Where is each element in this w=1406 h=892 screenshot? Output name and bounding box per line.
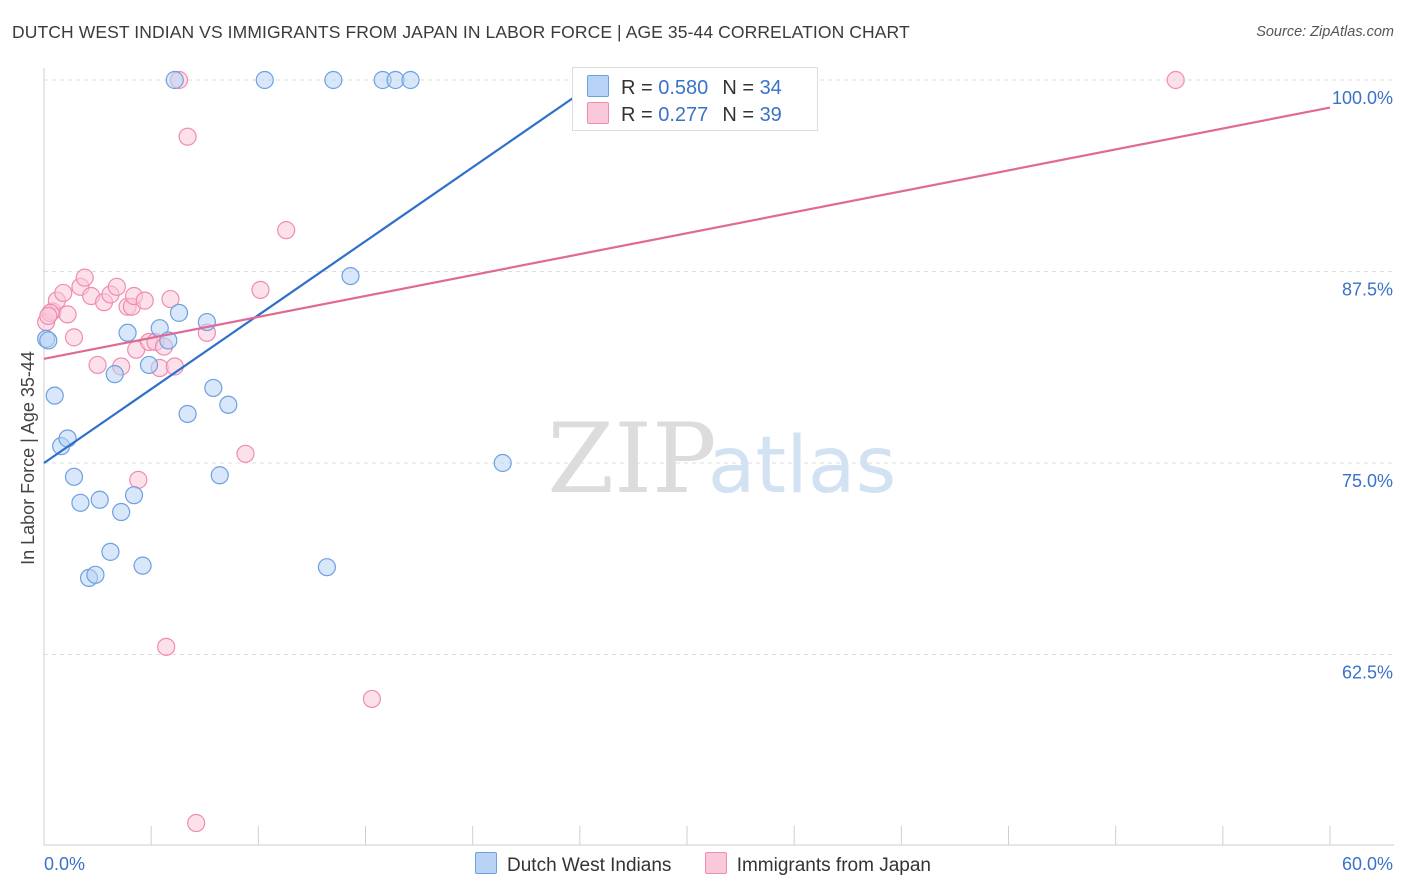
dutch-point <box>39 331 58 350</box>
watermark-zip: ZIP <box>547 403 716 515</box>
japan-point <box>277 221 296 240</box>
stats-row-dutch: R = 0.580 N = 34 <box>587 75 782 99</box>
y-tick-label: 75.0% <box>1342 471 1393 491</box>
dutch-trendline <box>43 79 600 464</box>
japan-point <box>75 268 94 287</box>
japan-point <box>107 277 126 296</box>
legend-item-japan[interactable]: Immigrants from Japan <box>704 852 931 877</box>
dutch-point <box>133 556 152 575</box>
legend-swatch-dutch <box>587 75 609 97</box>
dutch-point <box>71 493 90 512</box>
legend-swatch-japan <box>587 102 609 124</box>
dutch-point <box>401 70 420 90</box>
dutch-point <box>101 542 120 561</box>
japan-point <box>88 355 107 375</box>
x-tick-labels: 0.0% 60.0% <box>44 854 1393 874</box>
dutch-point <box>45 386 64 405</box>
dutch-point <box>204 378 223 398</box>
dutch-point <box>317 558 337 577</box>
y-tick-labels: 100.0% 87.5% 75.0% 62.5% <box>1332 88 1393 683</box>
stats-legend: R = 0.580 N = 34 R = 0.277 N = 39 <box>572 67 818 131</box>
dutch-point <box>105 365 124 384</box>
dutch-point <box>90 490 109 509</box>
r-value-japan: 0.277 <box>658 104 709 126</box>
dutch-point <box>324 70 343 90</box>
japan-point <box>178 127 197 146</box>
dutch-point <box>118 323 137 342</box>
japan-point <box>236 444 255 463</box>
r-label: R = <box>621 104 653 126</box>
y-tick-label: 87.5% <box>1342 280 1393 300</box>
r-label: R = <box>621 77 653 99</box>
japan-point <box>161 289 180 309</box>
dutch-point <box>165 70 184 90</box>
dutch-point <box>255 70 274 90</box>
japan-point <box>64 328 84 347</box>
legend-item-dutch[interactable]: Dutch West Indians <box>475 852 671 877</box>
legend-swatch-dutch <box>475 852 497 874</box>
japan-point <box>157 637 176 656</box>
y-tick-label: 100.0% <box>1332 88 1393 108</box>
dutch-point <box>112 502 131 522</box>
grid-lines <box>44 79 1394 655</box>
dutch-point <box>341 266 360 286</box>
japan-point <box>187 813 206 833</box>
trend-lines <box>43 79 1331 464</box>
r-value-dutch: 0.580 <box>658 77 709 99</box>
chart-title: DUTCH WEST INDIAN VS IMMIGRANTS FROM JAP… <box>12 22 910 42</box>
dutch-point <box>210 466 229 485</box>
japan-point <box>54 283 73 303</box>
n-value-japan: 39 <box>759 104 782 126</box>
dutch-point <box>86 565 105 584</box>
x-tick-label-left: 0.0% <box>44 854 85 874</box>
axes <box>43 68 1394 846</box>
japan-point <box>58 305 77 324</box>
japan-point <box>362 689 382 709</box>
japan-point <box>135 291 154 310</box>
dutch-point <box>58 429 77 448</box>
y-axis-label: In Labor Force | Age 35-44 <box>18 351 38 565</box>
n-label: N = <box>722 77 754 99</box>
japan-trendline <box>43 106 1331 360</box>
dutch-point <box>64 467 84 486</box>
y-tick-label: 62.5% <box>1342 663 1393 683</box>
legend-swatch-japan <box>704 852 727 874</box>
series-legend: Dutch West Indians Immigrants from Japan <box>0 852 1406 877</box>
dutch-point <box>178 404 197 424</box>
watermark: ZIP atlas <box>547 403 896 515</box>
dutch-point <box>219 395 238 414</box>
dutch-point <box>493 453 512 473</box>
watermark-atlas: atlas <box>708 421 897 511</box>
n-value-dutch: 34 <box>759 77 782 99</box>
japan-point <box>1166 70 1185 90</box>
chart-source: Source: ZipAtlas.com <box>1256 24 1394 40</box>
dutch-point <box>124 486 144 505</box>
japan-point <box>251 280 270 299</box>
japan-point <box>129 470 148 489</box>
dutch-point <box>169 303 189 322</box>
dutch-point <box>139 355 159 375</box>
legend-label-japan: Immigrants from Japan <box>736 855 931 876</box>
japan-point <box>39 306 58 326</box>
n-label: N = <box>722 104 754 126</box>
x-tick-label-right: 60.0% <box>1342 854 1393 874</box>
legend-label-dutch: Dutch West Indians <box>507 855 672 876</box>
stats-row-japan: R = 0.277 N = 39 <box>587 102 782 126</box>
